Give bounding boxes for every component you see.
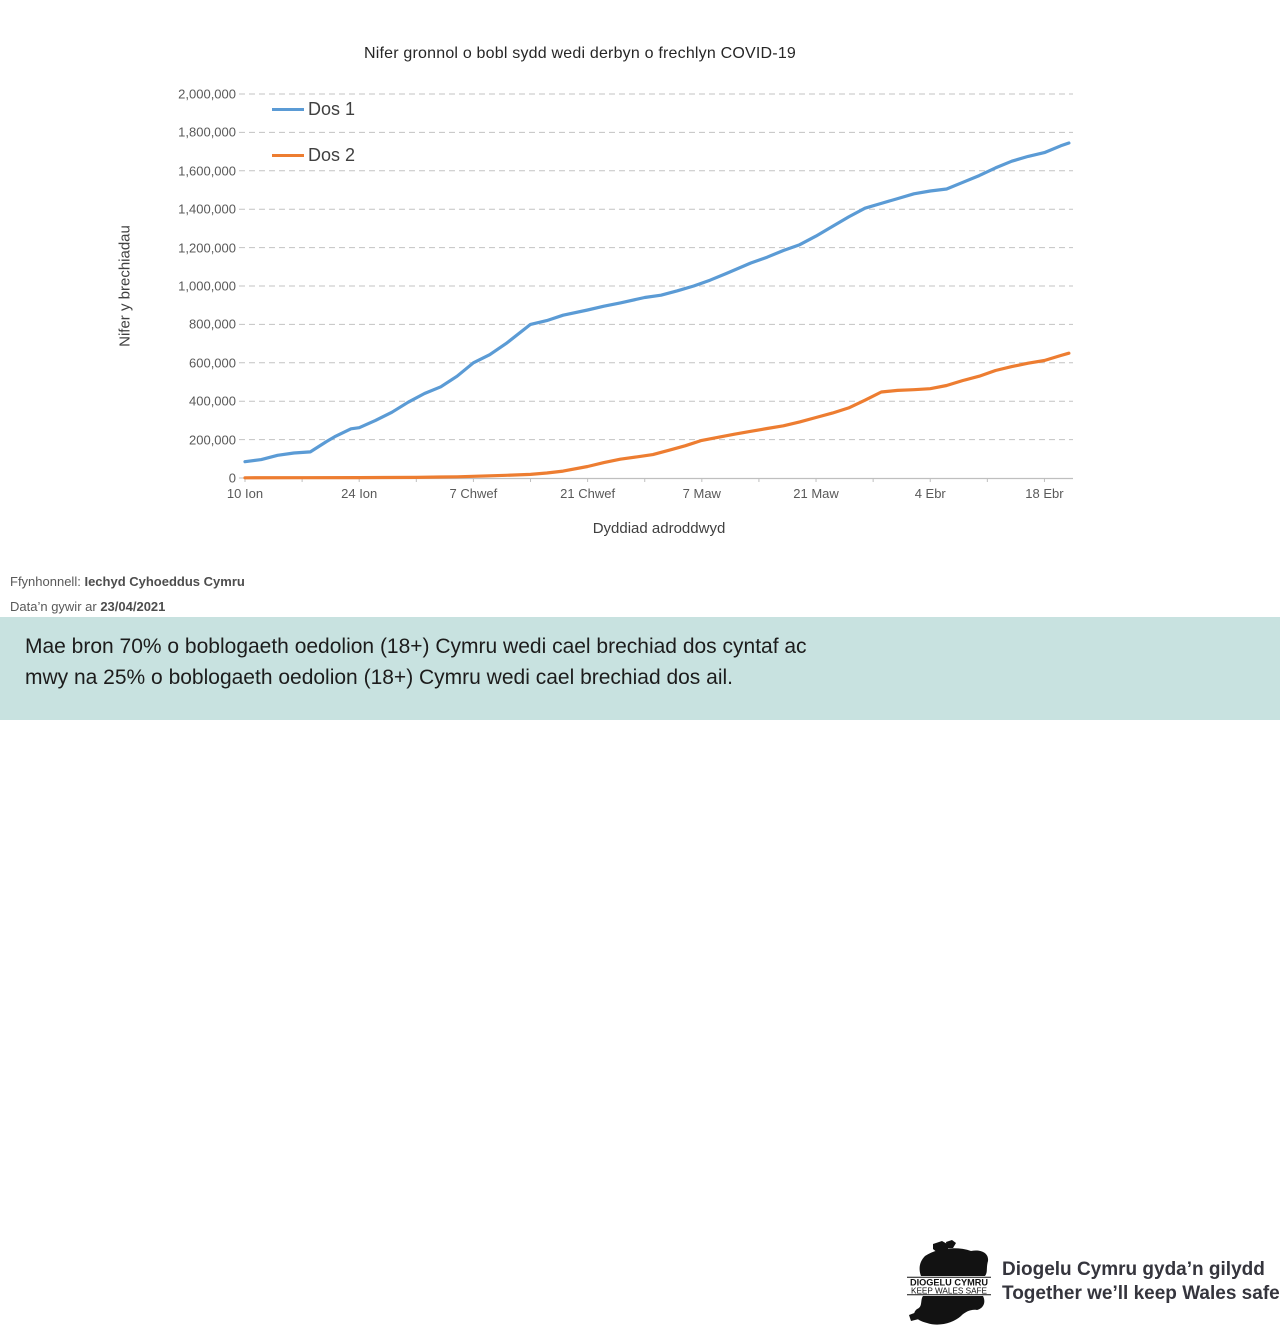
x-tick-label: 21 Maw — [793, 486, 839, 501]
dos-2-line — [243, 351, 1071, 480]
x-axis-tick-labels: 10 Ion 24 Ion 7 Chwef 21 Chwef 7 Maw 21 Maw 4 … — [0, 0, 1280, 560]
y-tick-label: 1,200,000 — [178, 240, 236, 256]
line-chart-plot — [239, 93, 1073, 482]
y-tick-label: 200,000 — [189, 432, 236, 448]
source-block: Ffynhonnell: Iechyd Cyhoeddus Cymru Data… — [10, 569, 245, 619]
y-tick-label: 2,000,000 — [178, 86, 236, 102]
legend-item-dos2: Dos 2 — [272, 144, 355, 166]
source-line: Ffynhonnell: Iechyd Cyhoeddus Cymru — [10, 569, 245, 594]
data-date-line: Data’n gywir ar 23/04/2021 — [10, 594, 245, 619]
y-axis-tick-labels: 0 200,000 400,000 600,000 800,000 1,000,000 1,… — [126, 0, 236, 560]
source-label: Ffynhonnell: — [10, 574, 81, 589]
x-tick-label: 18 Ebr — [1025, 486, 1064, 501]
dos-1-line — [243, 141, 1071, 464]
dos2-line-swatch — [272, 153, 304, 157]
x-tick-label: 21 Chwef — [560, 486, 616, 501]
source-value: Iechyd Cyhoeddus Cymru — [84, 574, 245, 589]
summary-banner: Mae bron 70% o boblogaeth oedolion (18+)… — [0, 617, 1280, 1325]
y-tick-label: 800,000 — [189, 316, 236, 332]
x-axis-title: Dyddiad adroddwyd — [592, 520, 726, 537]
legend-label-dos2: Dos 2 — [308, 144, 356, 165]
x-tick-label: 4 Ebr — [914, 486, 946, 501]
y-tick-label: 1,400,000 — [178, 201, 236, 217]
y-tick-label: 400,000 — [189, 393, 236, 409]
x-tick-label: 24 Ion — [341, 486, 378, 501]
legend-item-dos1: Dos 1 — [272, 98, 355, 120]
y-tick-label: 1,600,000 — [178, 163, 236, 179]
banner-text: Mae bron 70% o boblogaeth oedolion (18+)… — [25, 631, 807, 693]
slogan-line-welsh: Diogelu Cymru gyda’n gilydd — [1002, 1259, 1265, 1280]
legend-label-dos1: Dos 1 — [308, 98, 356, 119]
chart-title: Nifer gronnol o bobl sydd wedi derbyn o … — [363, 45, 797, 62]
campaign-slogan: Diogelu Cymru gyda’n gilydd Together we’… — [1002, 1258, 1280, 1306]
x-tick-label: 7 Chwef — [449, 486, 498, 501]
keep-wales-safe-logo: DIOGELU CYMRU KEEP WALES SAFE — [905, 1240, 993, 1330]
x-tick-label: 10 Ion — [226, 486, 264, 501]
date-value: 23/04/2021 — [100, 599, 166, 614]
x-tick-label: 7 Maw — [682, 486, 721, 501]
y-tick-label: 1,800,000 — [178, 124, 236, 140]
dos1-line-swatch — [272, 107, 304, 111]
banner-line-2: mwy na 25% o boblogaeth oedolion (18+) C… — [25, 666, 733, 689]
banner-line-1: Mae bron 70% o boblogaeth oedolion (18+)… — [25, 635, 807, 658]
y-tick-label: 0 — [228, 470, 236, 486]
date-label: Data’n gywir ar — [10, 599, 97, 614]
slogan-line-english: Together we’ll keep Wales safe — [1002, 1283, 1280, 1304]
y-tick-label: 600,000 — [189, 355, 236, 371]
logo-text-english: KEEP WALES SAFE — [911, 1287, 988, 1296]
y-tick-label: 1,000,000 — [178, 278, 236, 294]
